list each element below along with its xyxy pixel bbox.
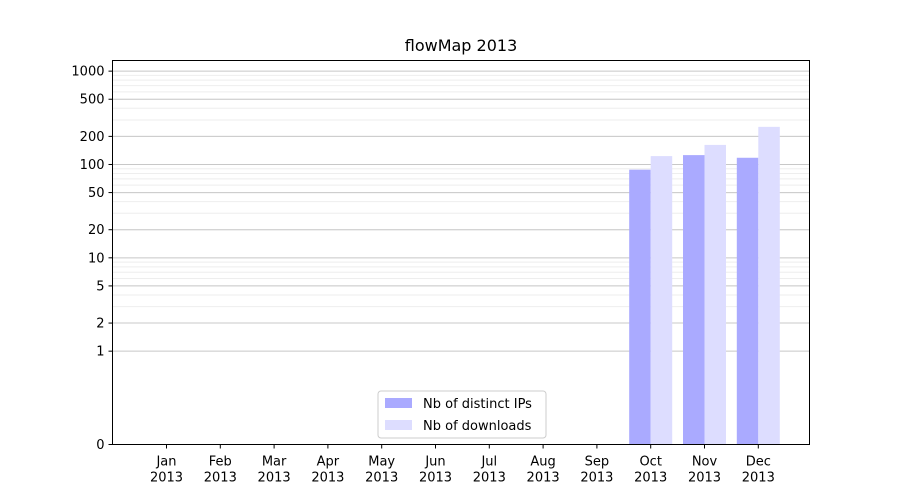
x-tick-label-year: 2013 — [473, 471, 506, 486]
legend-box — [377, 390, 547, 439]
legend-swatch-downloads — [385, 420, 412, 430]
legend-swatch-ips — [385, 398, 412, 408]
y-tick-label: 5 — [96, 279, 104, 294]
x-tick-label-year: 2013 — [258, 471, 291, 486]
x-tick-label-month: Jul — [480, 455, 497, 470]
x-tick-label-year: 2013 — [311, 471, 344, 486]
x-tick-label-month: Nov — [692, 455, 718, 470]
y-tick-label: 10 — [88, 251, 105, 266]
bar-distinct-ips — [736, 157, 759, 445]
x-tick-label-year: 2013 — [742, 471, 775, 486]
bar-downloads — [758, 126, 780, 445]
x-tick-label-month: Sep — [585, 455, 610, 470]
x-tick-label-month: Aug — [530, 455, 555, 470]
x-tick-label-year: 2013 — [580, 471, 613, 486]
y-tick-label: 2 — [96, 317, 104, 332]
plot-frame — [112, 60, 810, 445]
x-tick-label-year: 2013 — [419, 471, 452, 486]
x-tick-label-year: 2013 — [150, 471, 183, 486]
bar-distinct-ips — [683, 155, 705, 445]
legend: Nb of distinct IPs Nb of downloads — [377, 390, 547, 439]
x-axis: Jan2013Feb2013Mar2013Apr2013May2013Jun20… — [150, 444, 775, 486]
y-tick-label: 20 — [88, 223, 105, 238]
bar-downloads — [650, 156, 673, 445]
x-tick-label-month: Oct — [639, 455, 661, 470]
x-tick-label-month: Apr — [317, 455, 340, 470]
x-tick-label-month: Jun — [424, 455, 445, 470]
x-tick-label-year: 2013 — [365, 471, 398, 486]
y-tick-label: 0 — [96, 438, 104, 453]
bar-downloads — [704, 144, 726, 445]
x-tick-label-year: 2013 — [688, 471, 721, 486]
y-tick-label: 1000 — [71, 65, 104, 80]
chart-title: flowMap 2013 — [405, 36, 518, 55]
x-tick-label-month: May — [368, 455, 395, 470]
y-tick-label: 500 — [80, 93, 105, 108]
x-tick-label-month: Dec — [746, 455, 771, 470]
y-axis: 0 1 2 5 10 20 50 100 200 500 1000 — [71, 65, 113, 453]
y-tick-label: 50 — [88, 186, 105, 201]
x-tick-label-month: Jan — [155, 455, 176, 470]
x-tick-label-year: 2013 — [634, 471, 667, 486]
bar-distinct-ips — [629, 169, 651, 445]
y-tick-label: 200 — [80, 130, 105, 145]
y-tick-label: 100 — [80, 158, 105, 173]
x-tick-label-month: Mar — [262, 455, 287, 470]
x-tick-label-year: 2013 — [204, 471, 237, 486]
bars — [629, 126, 780, 445]
x-tick-label-month: Feb — [209, 455, 232, 470]
x-tick-label-year: 2013 — [527, 471, 560, 486]
legend-label-downloads: Nb of downloads — [423, 419, 532, 434]
y-tick-label: 1 — [96, 345, 104, 360]
legend-label-ips: Nb of distinct IPs — [423, 397, 532, 412]
